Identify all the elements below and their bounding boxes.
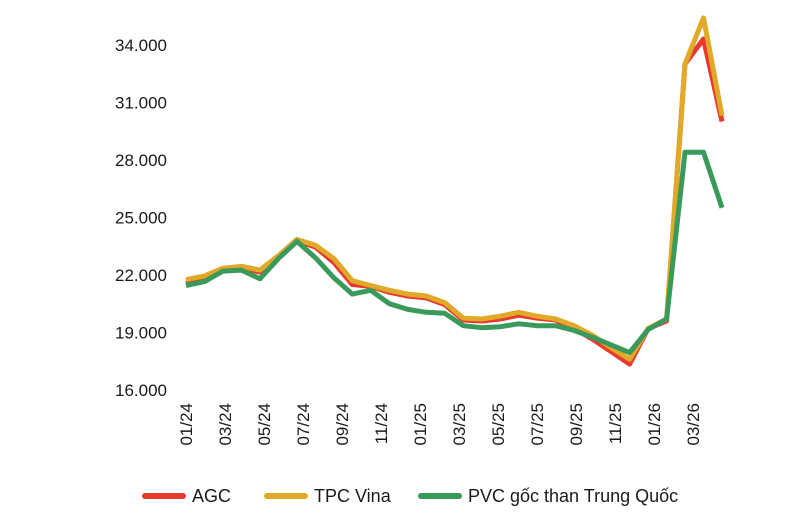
x-tick-label: 11/25 — [606, 403, 625, 444]
x-tick-label: 09/24 — [333, 403, 352, 446]
legend-swatch-tpc-vina — [264, 493, 308, 499]
x-tick-label: 05/24 — [255, 403, 274, 446]
x-tick-label: 11/24 — [372, 403, 391, 444]
series-lines — [185, 15, 725, 367]
series-line-1 — [185, 15, 725, 362]
legend-label-tpc-vina: TPC Vina — [314, 485, 391, 506]
legend-item-tpc-vina: TPC Vina — [264, 482, 391, 510]
y-tick-label: 16.000 — [115, 381, 167, 400]
x-axis: 01/24 03/24 05/24 07/24 09/24 11/24 01/25 03/25… — [177, 403, 703, 446]
x-tick-label: 01/24 — [177, 403, 196, 446]
legend-item-pvc-china: PVC gốc than Trung Quốc — [418, 482, 678, 510]
x-tick-label: 03/25 — [450, 403, 469, 446]
legend-item-agc: AGC — [142, 482, 231, 510]
legend-swatch-pvc-china — [418, 493, 462, 499]
series-line-0 — [185, 36, 725, 367]
y-tick-label: 34.000 — [115, 36, 167, 55]
legend-label-pvc-china: PVC gốc than Trung Quốc — [468, 485, 679, 506]
legend-swatch-agc — [142, 493, 186, 499]
x-tick-label: 09/25 — [567, 403, 586, 446]
x-tick-label: 03/24 — [216, 403, 235, 446]
y-tick-label: 31.000 — [115, 93, 167, 112]
y-tick-label: 22.000 — [115, 266, 167, 285]
y-tick-label: 25.000 — [115, 208, 167, 227]
y-tick-label: 19.000 — [115, 323, 167, 342]
y-tick-label: 28.000 — [115, 151, 167, 170]
legend: AGC TPC Vina PVC gốc than Trung Quốc — [0, 482, 795, 510]
series-line-2 — [185, 149, 725, 356]
x-tick-label: 03/26 — [684, 403, 703, 446]
x-tick-label: 07/25 — [528, 403, 547, 446]
x-tick-label: 01/26 — [645, 403, 664, 446]
x-tick-label: 01/25 — [411, 403, 430, 446]
x-tick-label: 07/24 — [294, 403, 313, 446]
y-axis: 16.000 19.000 22.000 25.000 28.000 31.000 34.0… — [115, 36, 167, 400]
x-tick-label: 05/25 — [489, 403, 508, 446]
legend-label-agc: AGC — [192, 485, 232, 506]
